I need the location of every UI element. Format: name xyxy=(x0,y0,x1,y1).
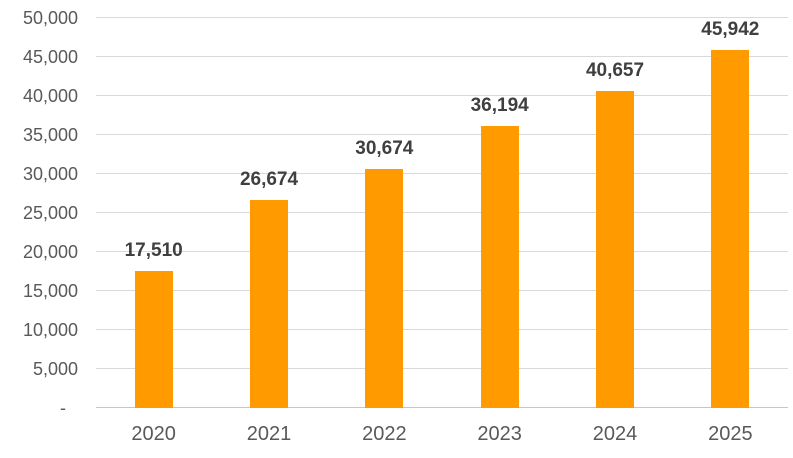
value-label: 26,674 xyxy=(239,168,299,190)
gridline xyxy=(96,212,788,213)
gridline xyxy=(96,251,788,252)
value-label: 17,510 xyxy=(124,240,183,262)
x-tick-label: 2023 xyxy=(477,423,522,445)
x-tick-label: 2025 xyxy=(708,423,753,445)
value-label: 45,942 xyxy=(701,18,760,40)
bar-2024 xyxy=(596,90,634,408)
plot-area: 17,510 26,674 30,674 36,194 40,657 45,942 xyxy=(96,17,788,408)
y-tick-label: 30,000 xyxy=(22,164,78,184)
value-label: 36,194 xyxy=(470,94,529,116)
gridline xyxy=(96,95,788,96)
x-tick-label: 2020 xyxy=(131,423,176,445)
y-tick-label: - xyxy=(60,398,66,418)
y-tick-label: 35,000 xyxy=(22,125,78,145)
gridline xyxy=(96,368,788,369)
value-label: 40,657 xyxy=(585,59,645,81)
y-tick-label: 5,000 xyxy=(32,359,78,379)
y-tick-label: 50,000 xyxy=(22,8,78,28)
y-tick-label: 40,000 xyxy=(22,86,78,106)
gridline xyxy=(96,173,788,174)
y-tick-label: 20,000 xyxy=(22,242,78,262)
gridline xyxy=(96,17,788,18)
gridline xyxy=(96,134,788,135)
gridline xyxy=(96,56,788,57)
value-label: 30,674 xyxy=(355,137,414,159)
bar-2023 xyxy=(480,125,519,408)
gridline xyxy=(96,329,788,330)
bar-2021 xyxy=(250,199,288,408)
x-tick-label: 2024 xyxy=(592,423,638,445)
axis-baseline xyxy=(96,407,788,408)
bar-2022 xyxy=(365,168,404,408)
y-tick-label: 45,000 xyxy=(22,47,78,67)
gridline xyxy=(96,290,788,291)
x-tick-label: 2021 xyxy=(246,423,292,445)
y-tick-label: 10,000 xyxy=(22,320,78,340)
x-tick-label: 2022 xyxy=(362,423,407,445)
bar-2020 xyxy=(134,271,173,408)
y-tick-label: 25,000 xyxy=(22,203,78,223)
y-tick-label: 15,000 xyxy=(22,281,78,301)
bar-2025 xyxy=(711,49,750,408)
